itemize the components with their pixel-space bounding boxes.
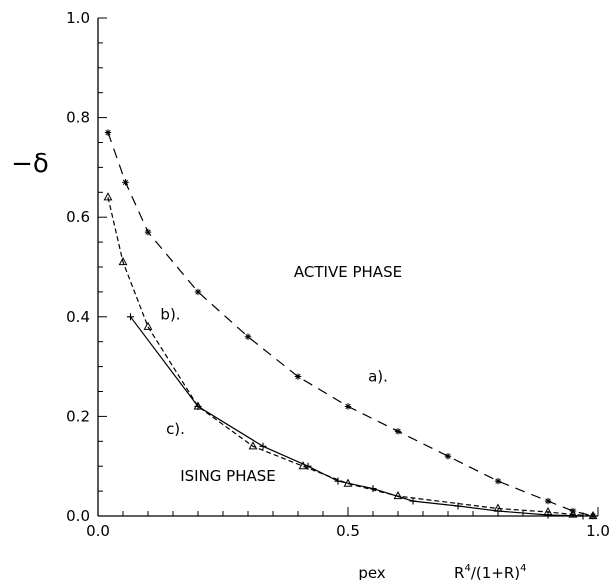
- data-point: [579, 512, 587, 520]
- data-point: [444, 453, 452, 460]
- data-point: [248, 441, 258, 450]
- data-point: [127, 313, 134, 321]
- series-0: [104, 129, 597, 520]
- series-layer: [103, 129, 598, 520]
- data-point: [494, 507, 502, 515]
- data-point: [394, 428, 402, 435]
- series-2: [127, 313, 587, 520]
- y-tick-label: 0.8: [66, 109, 90, 127]
- data-point: [304, 462, 312, 470]
- x-tick-label: 0.5: [336, 522, 360, 540]
- annotation-label: c).: [166, 420, 185, 438]
- annotation-label: ISING PHASE: [180, 467, 276, 485]
- series-1: [103, 192, 598, 520]
- y-tick-label: 0.2: [66, 407, 90, 425]
- data-point: [544, 511, 552, 519]
- x-axis-formula: R4/(1+R)4: [454, 563, 526, 580]
- data-point: [103, 192, 113, 201]
- annotation-label: b).: [160, 305, 180, 323]
- data-point: [588, 510, 598, 520]
- data-point: [143, 321, 153, 330]
- data-point: [334, 477, 342, 485]
- annotation-label: ACTIVE PHASE: [294, 263, 402, 281]
- data-point: [494, 477, 502, 485]
- data-point: [259, 442, 267, 450]
- data-point: [369, 485, 377, 493]
- data-point: [194, 402, 202, 410]
- data-point: [409, 497, 417, 505]
- data-point: [344, 403, 352, 410]
- data-point: [298, 461, 308, 470]
- y-tick-label: 0.4: [66, 308, 90, 326]
- data-point: [589, 512, 597, 520]
- data-point: [568, 509, 578, 518]
- series-line: [107, 197, 594, 517]
- annotation-label: a).: [368, 368, 388, 386]
- y-tick-label: 0.0: [66, 507, 90, 525]
- data-point: [454, 502, 462, 510]
- axis-labels: −δ pex R4/(1+R)4: [11, 149, 526, 580]
- y-tick-label: 1.0: [66, 9, 90, 27]
- data-point: [544, 497, 552, 505]
- data-point: [244, 333, 252, 340]
- y-tick-label: 0.6: [66, 208, 90, 226]
- data-point: [194, 288, 202, 296]
- data-point: [104, 129, 112, 136]
- axes: 0.0 0.2 0.4 0.6 0.8 1.0 0.0 0.5 1.0: [66, 9, 610, 540]
- annotations: ACTIVE PHASE ISING PHASE a). b). c).: [160, 263, 402, 485]
- x-tick-label: 0.0: [86, 522, 110, 540]
- x-tick-label: 1.0: [586, 522, 610, 540]
- series-line: [107, 132, 594, 517]
- data-point: [118, 256, 128, 266]
- data-point: [294, 373, 302, 380]
- x-axis-label: pex: [358, 564, 385, 580]
- data-point: [144, 228, 152, 236]
- data-point: [122, 179, 129, 186]
- y-axis-label: −δ: [11, 149, 49, 179]
